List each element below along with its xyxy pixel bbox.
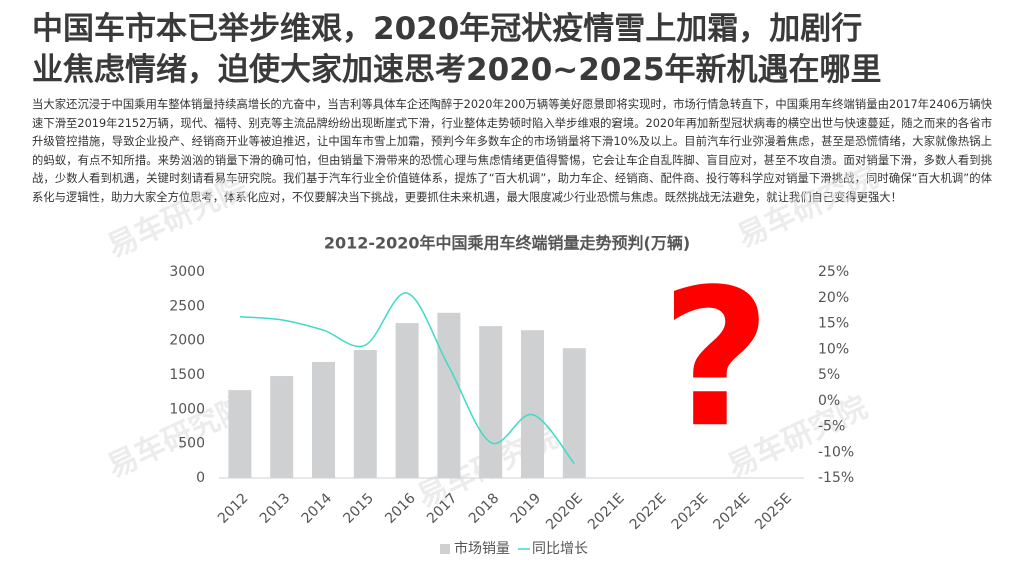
x-tick-label: 2020E — [543, 490, 586, 533]
y2-tick-label: -10% — [818, 444, 854, 460]
y2-tick-label: -15% — [818, 470, 854, 486]
bar — [270, 376, 294, 478]
watermark: 易车研究院 — [732, 160, 883, 255]
y2-tick-label: -5% — [818, 419, 845, 435]
line — [239, 292, 575, 465]
bar — [312, 361, 335, 478]
bar — [521, 330, 544, 478]
legend-label: 同比增长 — [532, 541, 588, 557]
watermark: 易车研究院 — [102, 170, 253, 265]
y-tick-label: 2000 — [169, 333, 205, 349]
bar — [395, 323, 419, 478]
x-tick-label: 2019 — [508, 490, 545, 527]
x-tick-label: 2014 — [299, 490, 336, 527]
y-tick-label: 500 — [178, 436, 205, 452]
bar — [437, 312, 461, 478]
x-tick-label: 2018 — [466, 490, 503, 527]
bar — [353, 349, 377, 478]
legend-label: 市场销量 — [454, 540, 510, 557]
y2-tick-label: 5% — [818, 367, 840, 383]
y2-tick-label: 10% — [818, 341, 849, 357]
chart-title: 2012-2020年中国乘用车终端销量走势预判(万辆) — [324, 234, 690, 253]
y2-tick-label: 15% — [818, 316, 849, 332]
x-tick-label: 2012 — [215, 490, 252, 527]
y-tick-label: 2500 — [169, 298, 205, 314]
y2-tick-label: 0% — [818, 393, 840, 409]
title-line: 中国车市本已举步维艰，2020年冠状疫情雪上加霜，加剧行 — [32, 11, 863, 47]
y-tick-label: 1000 — [169, 401, 205, 417]
x-tick-label: 2025E — [752, 490, 795, 533]
bar — [562, 348, 586, 478]
bar — [228, 390, 252, 478]
y-tick-label: 1500 — [169, 367, 205, 383]
x-tick-label: 2023E — [669, 490, 712, 533]
title-line: 业焦虑情绪，迫使大家加速思考2020~2025年新机遇在哪里 — [32, 52, 882, 88]
body-text: 当大家还沉浸于中国乘用车整体销量持续高增长的亢奋中，当吉利等具体车企还陶醉于20… — [32, 98, 992, 204]
x-tick-label: 2013 — [257, 490, 294, 527]
x-tick-label: 2024E — [710, 490, 753, 533]
x-tick-label: 2016 — [382, 490, 419, 527]
y-tick-label: 0 — [196, 470, 205, 486]
x-tick-label: 2015 — [340, 490, 377, 527]
bar — [479, 326, 503, 478]
question-mark: ? — [661, 248, 771, 469]
y2-tick-label: 20% — [818, 290, 849, 306]
x-tick-label: 2021E — [585, 490, 628, 533]
y-tick-label: 3000 — [169, 264, 205, 280]
legend-swatch — [440, 544, 450, 554]
y2-tick-label: 25% — [818, 264, 849, 280]
x-tick-label: 2022E — [627, 490, 670, 533]
